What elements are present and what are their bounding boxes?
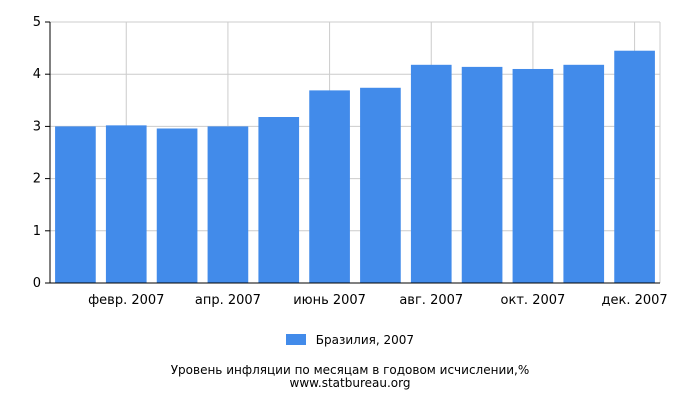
- y-tick-label: 4: [33, 67, 41, 82]
- x-tick-label: июнь 2007: [293, 293, 366, 308]
- x-tick-label: февр. 2007: [88, 293, 164, 308]
- bar: [55, 126, 96, 284]
- bar: [309, 90, 350, 283]
- bar: [410, 64, 452, 283]
- bar: [512, 68, 554, 283]
- source-url: www.statbureau.org: [289, 376, 411, 390]
- x-tick-label: апр. 2007: [195, 293, 261, 308]
- legend-label: Бразилия, 2007: [315, 333, 415, 347]
- y-tick-label: 5: [33, 15, 41, 30]
- y-tick-label: 2: [33, 172, 41, 187]
- bar: [105, 125, 147, 283]
- bar: [156, 128, 198, 283]
- bar: [360, 87, 401, 283]
- bar: [461, 66, 503, 283]
- y-tick-label: 0: [33, 276, 41, 291]
- x-tick-label: окт. 2007: [501, 293, 566, 308]
- bar: [258, 117, 300, 283]
- legend: Бразилия, 2007: [0, 333, 700, 347]
- bar: [614, 50, 655, 284]
- chart-caption: Уровень инфляции по месяцам в годовом ис…: [0, 364, 700, 390]
- legend-swatch: [285, 334, 306, 345]
- x-tick-label: дек. 2007: [601, 293, 667, 308]
- bar: [563, 64, 605, 283]
- y-tick-label: 1: [33, 224, 41, 239]
- chart-title: Уровень инфляции по месяцам в годовом ис…: [170, 363, 530, 377]
- y-tick-label: 3: [33, 119, 41, 134]
- bar: [207, 126, 249, 284]
- x-tick-label: авг. 2007: [399, 293, 463, 308]
